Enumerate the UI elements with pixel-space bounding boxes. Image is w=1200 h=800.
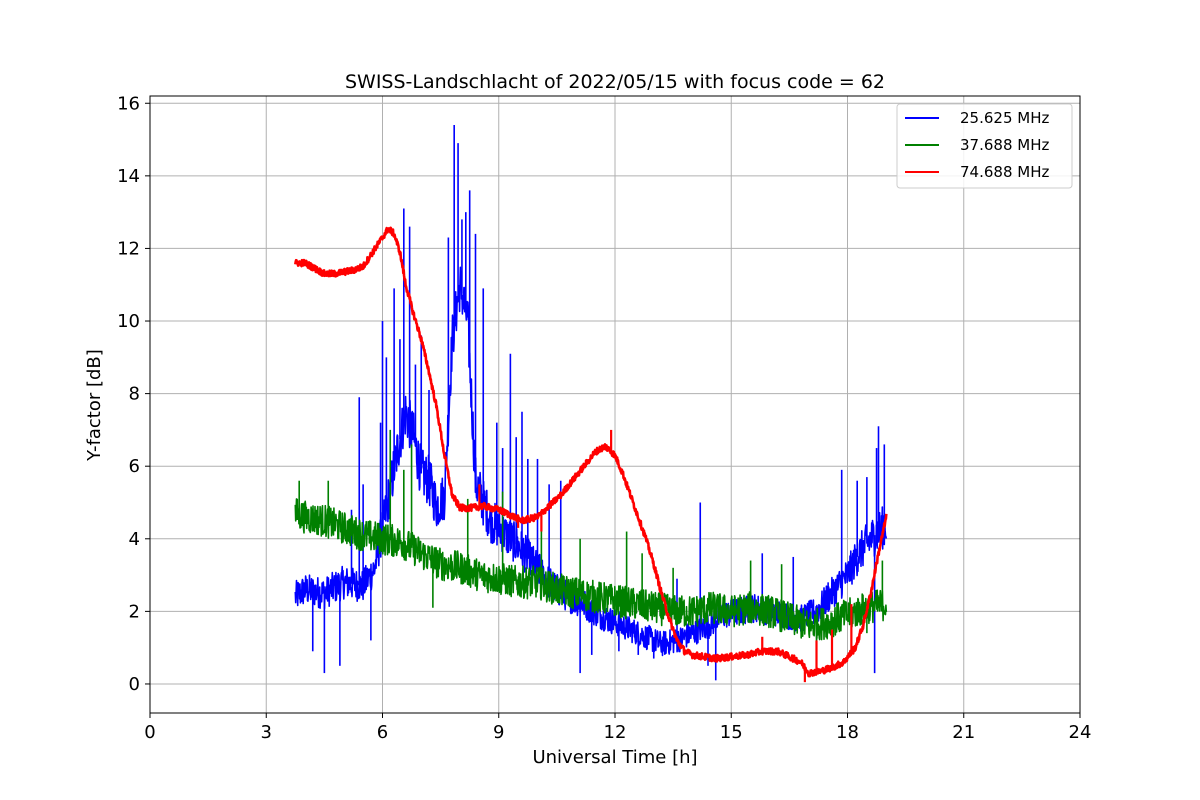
y-tick-label: 6 — [129, 456, 140, 477]
y-tick-label: 4 — [129, 529, 140, 550]
x-axis-title: Universal Time [h] — [532, 747, 697, 768]
series-line — [294, 226, 888, 678]
series-line — [294, 498, 888, 642]
series-2 — [294, 429, 888, 642]
legend-label: 37.688 MHz — [960, 136, 1049, 154]
y-tick-label: 16 — [117, 93, 140, 114]
x-tick-label: 24 — [1069, 722, 1092, 743]
grid — [149, 96, 1081, 713]
y-tick-label: 10 — [117, 311, 140, 332]
legend-box — [896, 103, 1073, 189]
series-3 — [294, 226, 888, 683]
x-tick-label: 15 — [720, 722, 743, 743]
x-tick-label: 21 — [952, 722, 975, 743]
x-tick-label: 3 — [261, 722, 272, 743]
legend-label: 74.688 MHz — [960, 163, 1049, 181]
y-tick-label: 14 — [117, 166, 140, 187]
y-tick-label: 12 — [117, 238, 140, 259]
x-tick-label: 6 — [377, 722, 388, 743]
y-tick-label: 2 — [129, 601, 140, 622]
x-tick-label: 9 — [493, 722, 504, 743]
x-tick-label: 12 — [604, 722, 627, 743]
x-tick-label: 18 — [836, 722, 859, 743]
x-tick-label: 0 — [144, 722, 155, 743]
series-layer — [294, 125, 888, 683]
y-axis-title: Y-factor [dB] — [84, 349, 105, 462]
y-tick-label: 0 — [129, 674, 140, 695]
legend: 25.625 MHz 37.688 MHz 74.688 MHz — [896, 103, 1073, 189]
chart-title: SWISS-Landschlacht of 2022/05/15 with fo… — [345, 71, 885, 93]
y-tick-label: 8 — [129, 384, 140, 405]
legend-label: 25.625 MHz — [960, 109, 1049, 127]
